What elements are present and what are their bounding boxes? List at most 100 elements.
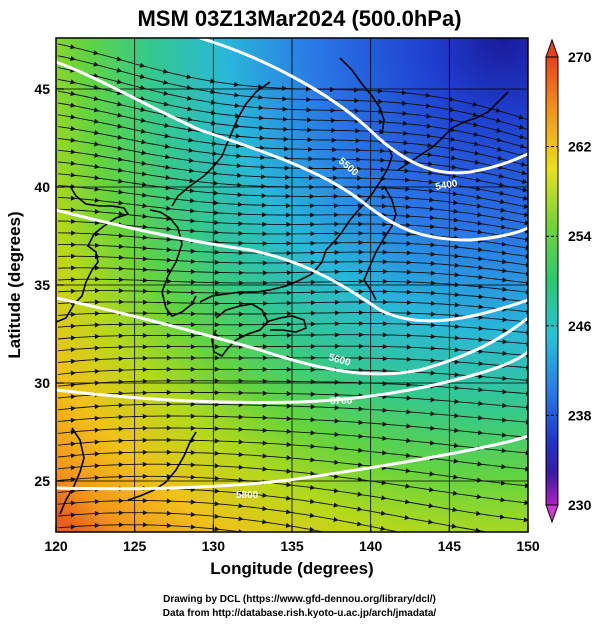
streamline-arrow [333, 546, 338, 551]
streamline-arrow [428, 179, 434, 185]
streamline-arrow [262, 240, 268, 247]
streamline-arrow [430, 425, 436, 431]
streamline-arrow [310, 391, 316, 397]
streamline-arrow [117, 112, 123, 118]
streamline-arrow [214, 249, 220, 255]
streamline-arrow [95, 288, 100, 294]
streamline-arrow [306, 97, 312, 103]
streamline-arrow [95, 547, 100, 552]
streamline-arrow [94, 163, 100, 169]
streamline-arrow [310, 457, 316, 463]
streamline-arrow [238, 490, 244, 496]
streamline-arrow [94, 439, 100, 445]
streamline-arrow [309, 184, 315, 190]
streamline-arrow [334, 221, 340, 227]
streamline-arrow [502, 417, 508, 423]
streamline-arrow [71, 548, 76, 553]
streamline-arrow [500, 207, 506, 213]
streamline-arrow [358, 320, 364, 327]
streamline-arrow [191, 549, 196, 554]
streamline-arrow [70, 137, 76, 143]
streamline-arrow [262, 506, 268, 512]
streamline-arrow [94, 475, 100, 481]
streamline-arrow [309, 193, 315, 199]
streamline-arrow [165, 154, 171, 160]
streamline-arrow [472, 101, 478, 107]
streamline-arrow [234, 113, 241, 119]
streamline-arrow [238, 280, 244, 286]
streamline-arrow [523, 195, 528, 201]
streamline-arrow [450, 136, 456, 142]
streamline-arrow [452, 507, 458, 513]
streamline [57, 512, 327, 532]
streamline-arrow [261, 183, 267, 189]
streamline-arrow [261, 174, 267, 180]
x-axis: 120 125 130 135 140 145 150 [44, 524, 540, 554]
streamline-arrow [358, 355, 364, 361]
colorbar-bottom-arrow [545, 504, 559, 524]
streamline-arrow [309, 541, 315, 546]
streamline-arrow [142, 510, 148, 516]
streamline-arrow [166, 425, 172, 431]
streamline-arrow [381, 194, 387, 200]
streamline-arrow [260, 154, 266, 161]
x-tick-label-150: 150 [516, 538, 540, 554]
streamline-arrow [238, 333, 244, 339]
streamline-arrow [118, 379, 124, 385]
streamline-arrow [238, 322, 244, 328]
streamline-arrow [94, 499, 100, 505]
streamline-arrow [164, 122, 170, 128]
streamline-arrow [381, 185, 387, 191]
streamline-arrow [261, 193, 267, 199]
streamline-arrow [70, 370, 76, 376]
streamline-arrow [142, 522, 148, 528]
streamline-arrow [214, 322, 220, 328]
streamline-arrow [382, 230, 388, 237]
streamline-arrow [234, 102, 240, 109]
streamline-arrow [214, 366, 220, 372]
streamline-arrow [356, 166, 362, 172]
streamline-arrow [142, 344, 148, 350]
streamline-arrow [478, 373, 484, 379]
streamline-arrow [94, 175, 100, 181]
streamline-arrow [142, 234, 148, 240]
streamline-arrow [380, 510, 387, 516]
streamline-arrow [283, 136, 289, 142]
streamline-arrow [214, 300, 220, 306]
streamline-arrow [497, 582, 502, 587]
streamline-arrow [214, 475, 220, 481]
streamline-arrow [309, 512, 315, 518]
streamline-arrow [495, 107, 501, 113]
streamline-arrow [334, 379, 340, 385]
streamline-arrow [382, 278, 388, 284]
streamline-arrow [94, 522, 100, 529]
streamline-arrow [164, 143, 171, 149]
streamline-arrow [262, 415, 268, 421]
streamline-arrow [94, 368, 100, 374]
streamline-arrow [477, 220, 483, 226]
streamline-arrow [357, 476, 364, 482]
streamline-arrow [190, 413, 196, 419]
streamline-arrow [70, 476, 76, 482]
streamline-arrow [334, 332, 340, 338]
streamline-arrow [382, 343, 388, 350]
streamline-arrow [262, 332, 268, 339]
streamline-arrow [70, 524, 76, 530]
y-tick-label-35: 35 [34, 277, 50, 293]
streamline-arrow [166, 268, 172, 274]
streamline-arrow [358, 433, 364, 439]
y-axis: 25 30 35 40 45 [34, 81, 64, 489]
streamline-arrow [358, 278, 364, 284]
streamline-arrow [334, 269, 340, 275]
streamline-arrow [478, 361, 484, 367]
colorbar-tick-label-270: 270 [568, 49, 592, 65]
streamline-arrow [406, 269, 412, 275]
streamline-arrow [140, 96, 146, 102]
colorbar-tick-label-262: 262 [568, 139, 592, 155]
streamline-arrow [382, 259, 388, 265]
streamline-arrow [70, 195, 76, 201]
streamline-arrow [93, 96, 100, 101]
streamline-arrow [521, 569, 526, 574]
streamline-arrow [382, 289, 388, 295]
streamline-arrow [93, 84, 100, 90]
